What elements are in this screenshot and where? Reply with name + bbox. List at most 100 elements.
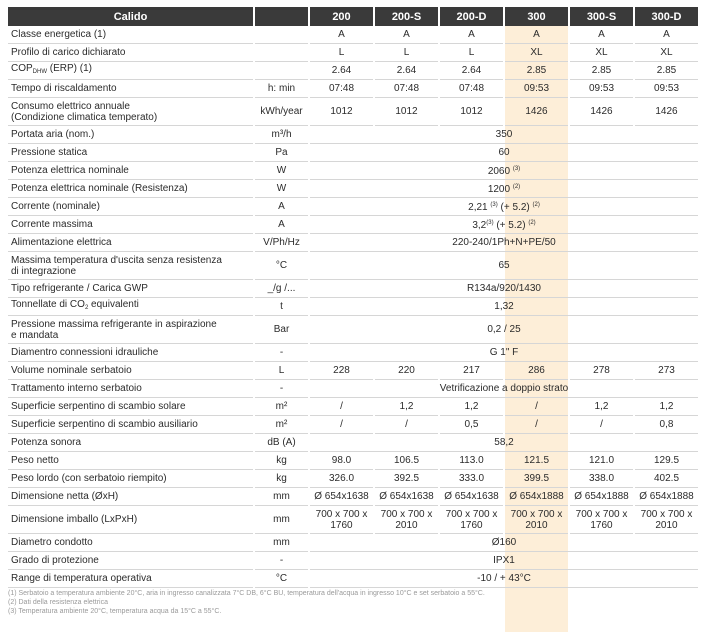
text: Classe energetica (1) <box>11 29 107 40</box>
cell-value: 326.0 <box>310 470 373 488</box>
footnote-ref: (2) <box>532 202 540 208</box>
cell-value: Ø 654x1888 <box>635 488 698 506</box>
row-unit: L <box>255 362 308 380</box>
row-label: Trattamento interno serbatoio <box>8 380 253 398</box>
cell-value: 392.5 <box>375 470 438 488</box>
cell-value: A <box>310 26 373 44</box>
model-header: 300 <box>505 7 568 26</box>
cell-value: 1012 <box>440 98 503 126</box>
row-unit: V/Ph/Hz <box>255 234 308 252</box>
cell-value: 2.64 <box>440 62 503 80</box>
text: Superficie serpentino di scambio solare <box>11 401 186 412</box>
text: 3,2 <box>472 220 487 231</box>
highlight-column <box>505 26 568 632</box>
table-row: Range di temperatura operativa °C -10 / + … <box>8 570 698 588</box>
row-label: Diametro condotto <box>8 534 253 552</box>
row-label: Tipo refrigerante / Carica GWP <box>8 280 253 298</box>
table-row: Dimensione netta (ØxH) mm Ø 654x1638 Ø 654x… <box>8 488 698 506</box>
text: 1200 <box>487 184 513 195</box>
text: COP <box>11 63 33 74</box>
cell-value: 700 x 700 x 2010 <box>505 506 568 534</box>
footnote-ref: (2) <box>512 184 521 190</box>
text: Alimentazione elettrica <box>11 237 112 248</box>
text: Diametro condotto <box>11 537 93 548</box>
subscript: 2 <box>84 305 89 311</box>
row-unit: dB (A) <box>255 434 308 452</box>
cell-value: 399.5 <box>505 470 568 488</box>
header-row: Calido 200 200-S 200-D 300 300-S 300-D <box>8 7 698 26</box>
table-row: Pressione massima refrigerante in aspira… <box>8 316 698 344</box>
cell-value: 700 x 700 x 2010 <box>635 506 698 534</box>
text: 2,21 <box>468 202 491 213</box>
cell-value: 700 x 700 x 1760 <box>310 506 373 534</box>
table-row: Tipo refrigerante / Carica GWP _/g /... R1… <box>8 280 698 298</box>
text: (ERP) (1) <box>47 63 93 74</box>
merged-value: 3,2(3) (+ 5.2) (2) <box>310 216 698 234</box>
row-unit: - <box>255 380 308 398</box>
subscript: DHW <box>32 69 48 75</box>
text: Peso netto <box>11 455 59 466</box>
cell-value: 07:48 <box>375 80 438 98</box>
cell-value: A <box>505 26 568 44</box>
merged-value: 65 <box>310 252 698 280</box>
text: 1,32 <box>494 301 514 312</box>
row-label: Pressione statica <box>8 144 253 162</box>
text: Corrente (nominale) <box>11 201 100 212</box>
row-unit <box>255 26 308 44</box>
model-header: 200-D <box>440 7 503 26</box>
row-label: Alimentazione elettrica <box>8 234 253 252</box>
text: Trattamento interno serbatoio <box>11 383 142 394</box>
cell-value: Ø 654x1888 <box>570 488 633 506</box>
row-unit <box>255 44 308 62</box>
text: Tonnellate di CO <box>11 299 85 310</box>
cell-value: 1,2 <box>440 398 503 416</box>
text: R134a/920/1430 <box>467 283 541 294</box>
model-header: 200 <box>310 7 373 26</box>
cell-value: 0,8 <box>635 416 698 434</box>
cell-value: 07:48 <box>310 80 373 98</box>
cell-value: 09:53 <box>505 80 568 98</box>
table-row: Tonnellate di CO2 equivalenti t 1,32 <box>8 298 698 316</box>
text: e mandata <box>11 329 59 341</box>
model-header: 200-S <box>375 7 438 26</box>
text: 350 <box>495 129 513 140</box>
merged-value: 2,21 (3) (+ 5.2) (2) <box>310 198 698 216</box>
cell-value: 0,5 <box>440 416 503 434</box>
row-label: Potenza elettrica nominale (Resistenza) <box>8 180 253 198</box>
merged-value: Vetrificazione a doppio strato <box>310 380 698 398</box>
cell-value: L <box>310 44 373 62</box>
row-unit: - <box>255 344 308 362</box>
footnote-ref: (3) <box>486 220 494 226</box>
cell-value: 2.64 <box>310 62 373 80</box>
text: Dimensione netta (ØxH) <box>11 491 119 502</box>
table-row: Diamentro connessioni idrauliche - G 1" F <box>8 344 698 362</box>
merged-value: 2060 (3) <box>310 162 698 180</box>
row-unit: A <box>255 198 308 216</box>
table-row: Diametro condotto mm Ø160 <box>8 534 698 552</box>
row-label: Dimensione imballo (LxPxH) <box>8 506 253 534</box>
cell-value: 1426 <box>570 98 633 126</box>
text: IPX1 <box>493 555 515 566</box>
row-label: Profilo di carico dichiarato <box>8 44 253 62</box>
row-label: Potenza sonora <box>8 434 253 452</box>
merged-value: R134a/920/1430 <box>310 280 698 298</box>
text: Potenza elettrica nominale (Resistenza) <box>11 183 188 194</box>
footnote-ref: (3) <box>512 166 521 172</box>
text: (+ 5.2) <box>493 220 529 231</box>
text: 2060 <box>487 166 513 177</box>
row-unit: W <box>255 162 308 180</box>
table-row: Volume nominale serbatoio L 228 220 217 286 27… <box>8 362 698 380</box>
cell-value: 1426 <box>635 98 698 126</box>
cell-value: / <box>570 416 633 434</box>
table-row: COPDHW (ERP) (1) 2.64 2.64 2.64 2.85 2.85 2.85 <box>8 62 698 80</box>
cell-value: Ø 654x1638 <box>440 488 503 506</box>
cell-value: 228 <box>310 362 373 380</box>
model-header: 300-S <box>570 7 633 26</box>
merged-value: 1,32 <box>310 298 698 316</box>
cell-value: Ø 654x1638 <box>310 488 373 506</box>
row-label: COPDHW (ERP) (1) <box>8 62 253 80</box>
text: di integrazione <box>11 265 77 277</box>
row-label: Corrente massima <box>8 216 253 234</box>
row-label: Range di temperatura operativa <box>8 570 253 588</box>
model-header: 300-D <box>635 7 698 26</box>
